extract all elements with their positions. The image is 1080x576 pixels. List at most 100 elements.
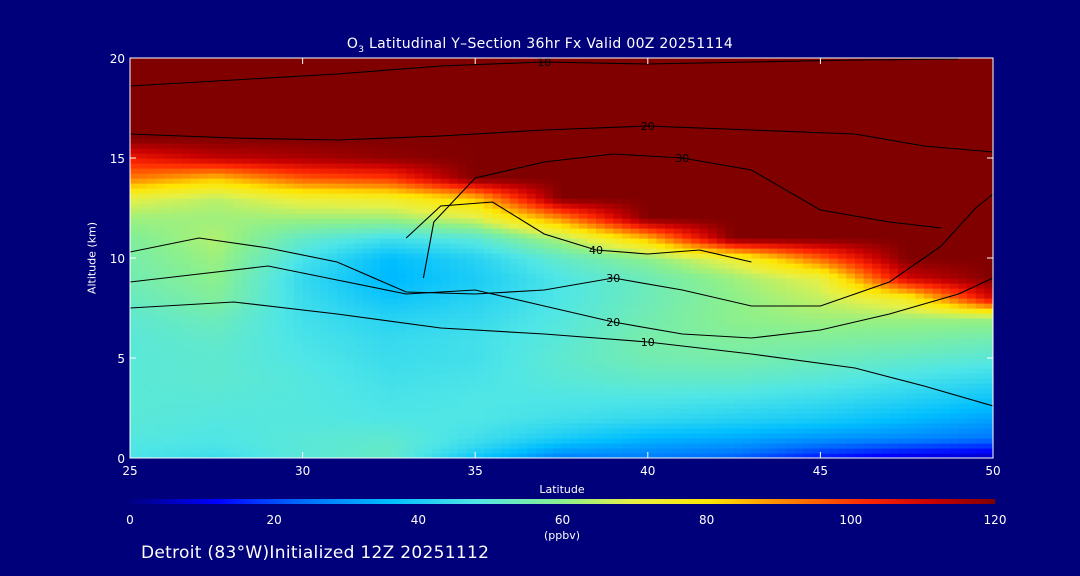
heat-cell	[319, 383, 330, 389]
heat-cell	[397, 263, 407, 269]
heat-cell	[854, 303, 865, 309]
heat-cell	[906, 348, 916, 354]
heat-cell	[423, 268, 433, 274]
heat-cell	[199, 293, 209, 299]
heat-cell	[751, 278, 761, 284]
heat-cell	[311, 308, 321, 314]
heat-cell	[552, 358, 563, 364]
heat-cell	[363, 218, 373, 224]
heat-cell	[759, 283, 770, 289]
heat-cell	[259, 368, 269, 374]
heat-cell	[958, 303, 968, 309]
heat-cell	[811, 238, 821, 244]
heat-cell	[242, 408, 252, 414]
heat-cell	[699, 318, 709, 324]
heat-cell	[457, 443, 468, 449]
heat-cell	[216, 388, 226, 394]
heat-cell	[639, 208, 649, 214]
heat-cell	[233, 388, 243, 394]
heat-cell	[561, 368, 571, 374]
heat-cell	[561, 423, 571, 429]
heat-cell	[984, 228, 993, 234]
heat-cell	[259, 358, 269, 364]
heat-cell	[777, 248, 787, 254]
heat-cell	[923, 423, 934, 429]
heat-cell	[440, 403, 450, 409]
heat-cell	[518, 338, 528, 344]
heat-cell	[906, 278, 916, 284]
heat-cell	[673, 208, 683, 214]
heat-cell	[604, 208, 614, 214]
heat-cell	[768, 273, 778, 279]
heat-cell	[492, 333, 502, 339]
heat-cell	[250, 293, 261, 299]
heat-cell	[250, 418, 261, 424]
heat-cell	[570, 233, 580, 239]
heat-cell	[449, 253, 459, 259]
heat-cell	[449, 423, 459, 429]
heat-cell	[293, 358, 304, 364]
heat-cell	[207, 348, 217, 354]
heat-cell	[207, 453, 217, 458]
heat-cell	[293, 368, 304, 374]
heat-cell	[725, 393, 735, 399]
heat-cell	[199, 298, 209, 304]
heat-cell	[276, 333, 286, 339]
heat-cell	[889, 433, 899, 439]
heat-cell	[293, 413, 304, 419]
heat-cell	[242, 428, 252, 434]
heat-cell	[647, 298, 658, 304]
heat-cell	[915, 268, 925, 274]
heat-cell	[837, 243, 847, 249]
heat-cell	[164, 323, 174, 329]
heat-cell	[578, 418, 588, 424]
heat-cell	[984, 253, 993, 259]
heat-cell	[880, 378, 891, 384]
heat-cell	[889, 453, 899, 458]
heat-cell	[751, 423, 761, 429]
heat-cell	[345, 343, 355, 349]
heat-cell	[432, 263, 442, 269]
heat-cell	[682, 368, 692, 374]
heat-cell	[794, 338, 804, 344]
heat-cell	[414, 243, 425, 249]
heat-cell	[535, 418, 545, 424]
heat-cell	[846, 403, 856, 409]
heat-cell	[173, 238, 183, 244]
heat-cell	[466, 453, 476, 458]
heat-cell	[699, 268, 709, 274]
heat-cell	[475, 418, 485, 424]
heat-cell	[829, 418, 839, 424]
heat-cell	[354, 298, 364, 304]
heat-cell	[863, 348, 873, 354]
heat-cell	[138, 293, 148, 299]
heat-cell	[250, 443, 261, 449]
heat-cell	[587, 418, 597, 424]
heat-cell	[639, 373, 649, 379]
heat-cell	[328, 433, 338, 439]
heat-cell	[673, 408, 683, 414]
heat-cell	[923, 298, 934, 304]
heat-cell	[820, 448, 830, 454]
heat-cell	[639, 313, 649, 319]
heat-cell	[768, 358, 778, 364]
heat-cell	[561, 363, 571, 369]
heat-cell	[829, 378, 839, 384]
heat-cell	[949, 403, 960, 409]
heat-cell	[147, 423, 157, 429]
heat-cell	[319, 313, 330, 319]
heat-cell	[923, 243, 934, 249]
heat-cell	[785, 408, 796, 414]
heat-cell	[811, 233, 821, 239]
heat-cell	[639, 343, 649, 349]
heat-cell	[509, 438, 519, 444]
heat-cell	[483, 353, 494, 359]
heat-cell	[854, 413, 865, 419]
heat-cell	[233, 408, 243, 414]
heat-cell	[785, 298, 796, 304]
heat-cell	[242, 213, 252, 219]
heat-cell	[854, 453, 865, 458]
heat-cell	[941, 393, 951, 399]
heat-cell	[414, 263, 425, 269]
heat-cell	[716, 223, 727, 229]
